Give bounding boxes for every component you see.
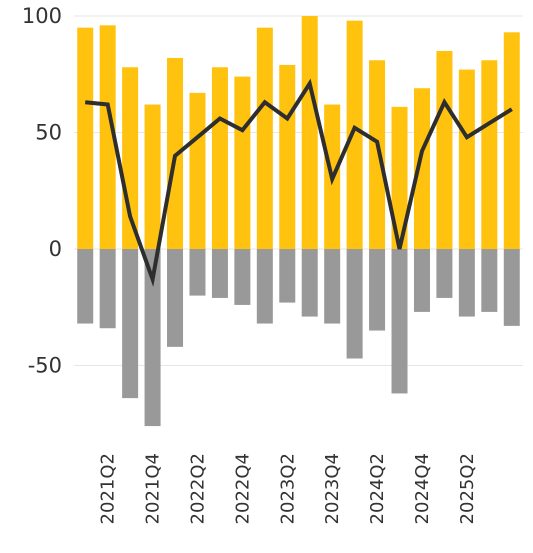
- bar: [503, 32, 520, 250]
- bar: [458, 249, 475, 317]
- bar: [301, 16, 318, 249]
- bar: [77, 27, 94, 250]
- bar: [346, 249, 363, 359]
- line-path: [84, 78, 513, 288]
- y-tick-label: 50: [35, 121, 62, 145]
- positive-bar-series: [77, 16, 520, 250]
- bar: [413, 88, 430, 249]
- bar: [279, 64, 296, 250]
- bar: [413, 249, 430, 312]
- bar: [369, 249, 386, 331]
- bar: [256, 27, 273, 250]
- x-tick-label: 2023Q4: [322, 453, 343, 524]
- x-tick-label: 2021Q4: [143, 453, 164, 524]
- bar: [99, 25, 116, 249]
- x-tick-label: 2021Q2: [98, 453, 119, 524]
- bar: [144, 104, 161, 249]
- bar: [211, 249, 228, 298]
- y-axis: 100 50 0 -50: [22, 4, 62, 378]
- bar: [77, 249, 94, 324]
- gridlines: [74, 15, 523, 366]
- x-tick-label: 2022Q4: [232, 453, 253, 524]
- bar: [167, 249, 184, 347]
- bar: [211, 67, 228, 249]
- bar: [189, 92, 206, 249]
- negative-bar-series: [77, 249, 520, 427]
- bar: [189, 249, 206, 296]
- bar: [99, 249, 116, 329]
- bar: [369, 60, 386, 249]
- bar: [234, 249, 251, 305]
- bar: [324, 249, 341, 324]
- x-tick-label: 2022Q2: [188, 453, 209, 524]
- bar: [144, 249, 161, 427]
- bar: [234, 76, 251, 249]
- x-tick-label: 2025Q2: [457, 453, 478, 524]
- line-series: [84, 78, 513, 288]
- bar: [301, 249, 318, 317]
- bar: [256, 249, 273, 324]
- bar: [391, 249, 408, 394]
- bar: [391, 106, 408, 250]
- bar: [458, 69, 475, 249]
- x-tick-label: 2023Q2: [277, 453, 298, 524]
- x-axis: 2021Q2 2021Q4 2022Q2 2022Q4 2023Q2 2023Q4 2024…: [98, 453, 478, 524]
- bar: [481, 60, 498, 249]
- y-tick-label: 0: [49, 237, 62, 261]
- x-tick-label: 2024Q2: [367, 453, 388, 524]
- y-tick-label: -50: [28, 354, 62, 378]
- bar: [503, 249, 520, 326]
- bar: [481, 249, 498, 312]
- bar: [122, 249, 139, 399]
- bar: [279, 249, 296, 303]
- bar: [436, 249, 453, 298]
- x-tick-label: 2024Q4: [412, 453, 433, 524]
- bar: [436, 50, 453, 250]
- bar: [346, 20, 363, 249]
- y-tick-label: 100: [22, 4, 62, 28]
